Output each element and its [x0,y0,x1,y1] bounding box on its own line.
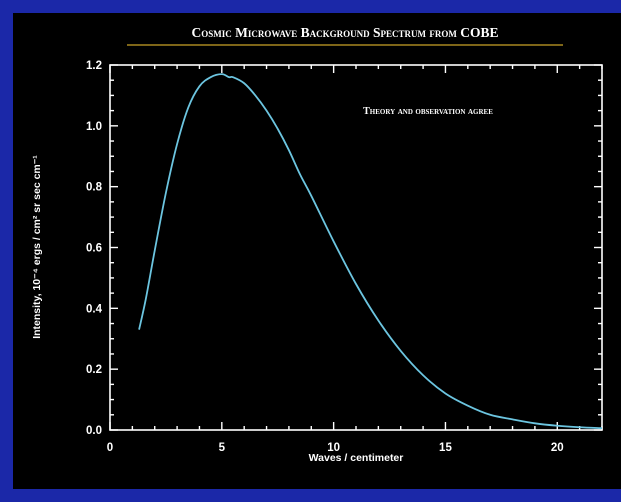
y-tick-label: 0.0 [86,425,102,437]
y-tick-label: 0.2 [86,364,102,376]
chart-panel [13,13,621,489]
y-tick-label: 1.0 [86,121,102,133]
x-axis-label: Waves / centimeter [309,452,404,464]
y-axis-label: Intensity, 10⁻⁴ ergs / cm² sr sec cm⁻¹ [31,155,43,339]
spectrum-curve [138,73,603,430]
y-tick-label: 1.2 [86,60,102,72]
x-tick-label: 5 [219,442,226,454]
annotation-text: Theory and observation agree [363,106,493,117]
y-tick-label: 0.4 [86,303,103,315]
chart-title: Cosmic Microwave Background Spectrum fro… [192,25,499,40]
x-tick-label: 10 [327,442,340,454]
tick-marks [109,64,603,431]
x-tick-labels: 0 5 10 15 20 [107,442,564,454]
x-tick-label: 0 [107,442,113,454]
y-tick-label: 0.6 [86,243,102,255]
y-tick-labels: 0.0 0.2 0.4 0.6 0.8 1.0 1.2 [86,60,103,437]
x-tick-label: 15 [439,442,452,454]
y-tick-label: 0.8 [86,182,103,194]
x-tick-label: 20 [551,442,564,454]
